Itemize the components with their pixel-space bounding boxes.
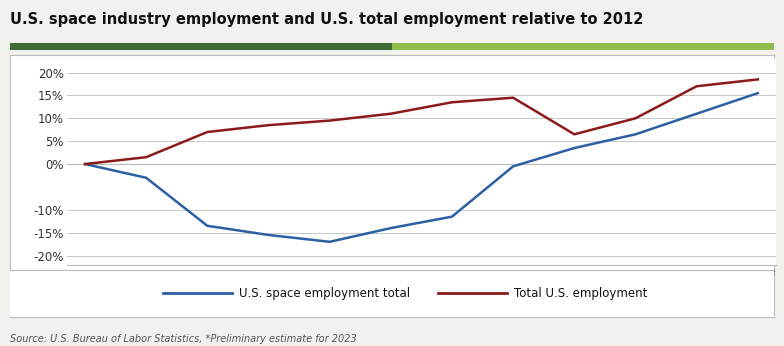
- Bar: [392, 43, 774, 50]
- Text: U.S. space industry employment and U.S. total employment relative to 2012: U.S. space industry employment and U.S. …: [10, 12, 644, 27]
- Text: Total U.S. employment: Total U.S. employment: [514, 287, 648, 300]
- Bar: [10, 43, 392, 50]
- Text: U.S. space employment total: U.S. space employment total: [239, 287, 410, 300]
- Text: Source: U.S. Bureau of Labor Statistics, *Preliminary estimate for 2023: Source: U.S. Bureau of Labor Statistics,…: [10, 334, 357, 344]
